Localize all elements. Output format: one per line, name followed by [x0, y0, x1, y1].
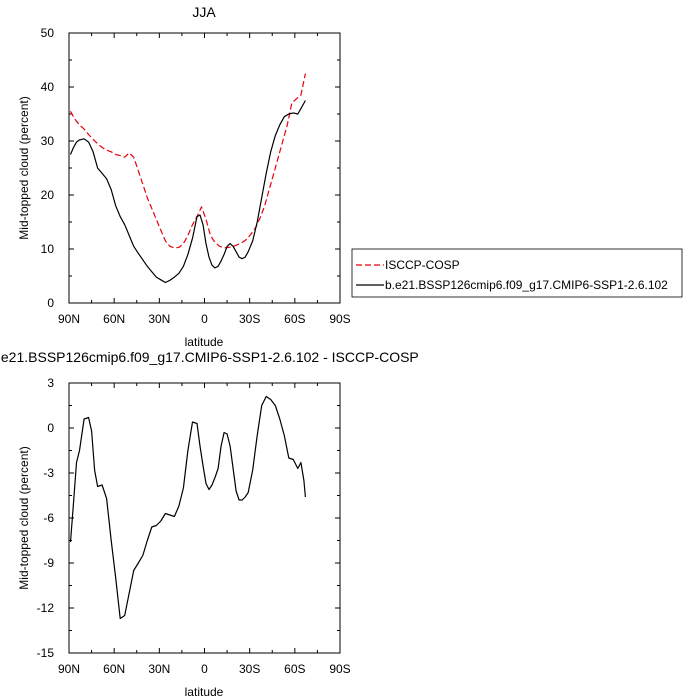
- top-xtick-label: 30N: [148, 312, 170, 326]
- bottom-ytick-label: -12: [37, 601, 55, 615]
- bottom-ytick-label: -3: [43, 466, 54, 480]
- top-ytick-label: 50: [41, 26, 55, 40]
- bottom-xtick-label: 30N: [148, 662, 170, 676]
- top-panel: JJA 90N 60N 30N 0 30S 60S 90S 0 10 20 30 40 50 latit…: [17, 4, 351, 349]
- top-ytick-label: 20: [41, 188, 55, 202]
- bottom-ytick-label: 0: [47, 421, 54, 435]
- bottom-xtick-label: 60S: [284, 662, 305, 676]
- bottom-plot-frame: [68, 382, 341, 654]
- bottom-ytick-label: -15: [37, 646, 55, 660]
- legend-label-isccp: ISCCP-COSP: [385, 258, 460, 272]
- top-xtick-label: 0: [201, 312, 208, 326]
- legend-box: [351, 248, 683, 298]
- bottom-panel: b.e21.BSSP126cmip6.f09_g17.CMIP6-SSP1-2.…: [0, 349, 419, 699]
- bottom-xtick-label: 60N: [103, 662, 125, 676]
- top-xlabel: latitude: [185, 335, 224, 349]
- top-ytick-label: 0: [47, 296, 54, 310]
- bottom-xtick-label: 30S: [239, 662, 260, 676]
- bottom-title: b.e21.BSSP126cmip6.f09_g17.CMIP6-SSP1-2.…: [0, 349, 419, 365]
- bottom-series: [69, 395, 306, 620]
- legend: ISCCP-COSP b.e21.BSSP126cmip6.f09_g17.CM…: [351, 248, 683, 298]
- top-ytick-label: 30: [41, 134, 55, 148]
- top-series-isccp-cosp: [69, 73, 306, 249]
- bottom-xtick-label: 90S: [329, 662, 350, 676]
- bottom-xlabel: latitude: [185, 685, 224, 699]
- bottom-ytick-label: -9: [43, 556, 54, 570]
- top-ytick-label: 10: [41, 242, 55, 256]
- top-series: [69, 73, 306, 284]
- bottom-series-difference: [69, 395, 306, 620]
- legend-label-model: b.e21.BSSP126cmip6.f09_g17.CMIP6-SSP1-2.…: [385, 278, 668, 292]
- bottom-ytick-label: 3: [47, 376, 54, 390]
- top-xtick-label: 30S: [239, 312, 260, 326]
- top-xtick-label: 60S: [284, 312, 305, 326]
- bottom-ylabel: Mid-topped cloud (percent): [17, 446, 31, 589]
- top-ylabel: Mid-topped cloud (percent): [17, 96, 31, 239]
- top-xtick-label: 90S: [329, 312, 350, 326]
- top-xtick-label: 60N: [103, 312, 125, 326]
- top-plot-frame: [68, 32, 341, 304]
- top-ticks: 90N 60N 30N 0 30S 60S 90S 0 10 20 30 40 50: [41, 26, 351, 326]
- bottom-xtick-label: 90N: [58, 662, 80, 676]
- bottom-xtick-label: 0: [201, 662, 208, 676]
- top-series-b-e21-bssp126cmip6-f09-g17-cmip6-ssp1-2-6-102: [69, 100, 306, 284]
- top-ytick-label: 40: [41, 80, 55, 94]
- bottom-ticks: 90N 60N 30N 0 30S 60S 90S -15 -12 -9 -6 -3 0 3: [37, 376, 351, 676]
- top-title: JJA: [192, 4, 216, 20]
- top-xtick-label: 90N: [58, 312, 80, 326]
- bottom-ytick-label: -6: [43, 511, 54, 525]
